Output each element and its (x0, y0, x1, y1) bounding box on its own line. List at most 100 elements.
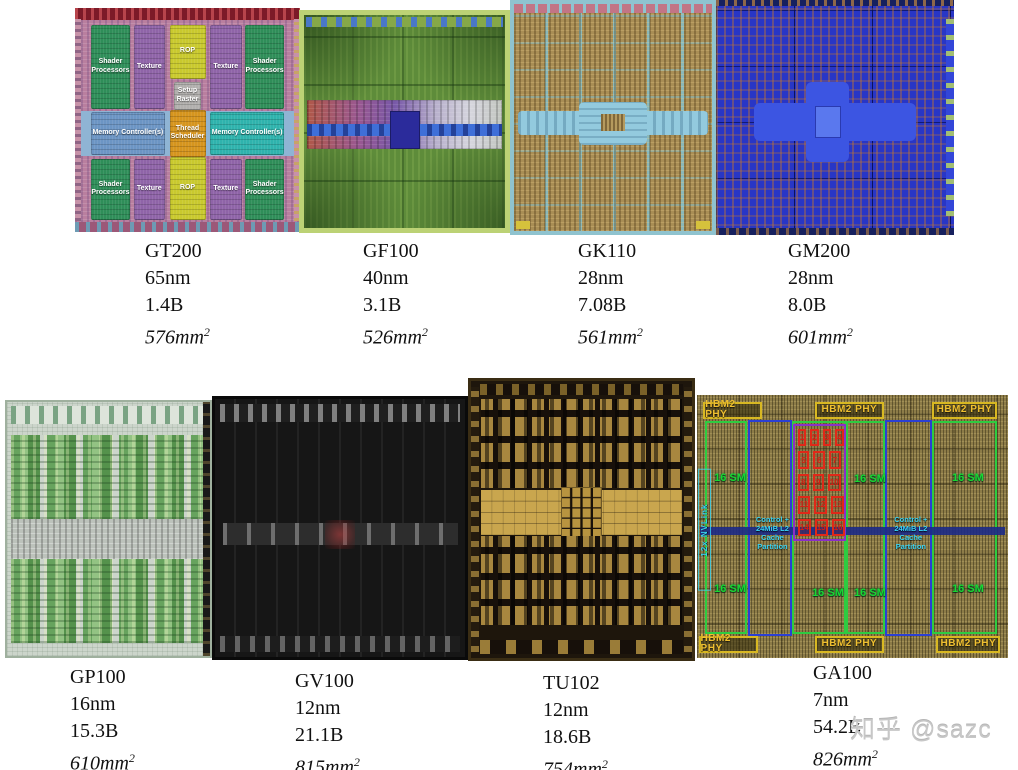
tu102-bottom-strip (479, 640, 684, 654)
die-tu102 (468, 378, 695, 661)
die-gt200: Shader Processors Texture ROP Setup Rast… (75, 8, 300, 232)
chip-label-gp100: GP100 16nm 15.3B 610mm2 (70, 664, 135, 770)
gp100-mid-band (11, 518, 206, 560)
tu102-sm-band-top (480, 399, 683, 488)
ga100-sm-number: 9 (812, 473, 824, 492)
chip-transistors: 1.4B (145, 294, 184, 316)
ga100-sm-number: 16 (831, 518, 845, 536)
gt200-shader-block: Shader Processors (90, 159, 131, 220)
ga100-sm-number: 10 (827, 473, 841, 492)
gm200-right-strip (946, 18, 954, 217)
gp100-right-strip (203, 402, 210, 656)
ga100-16sm-label: 16 SM (714, 471, 746, 484)
gv100-bottom-strip (220, 636, 460, 652)
ga100-hbm2-phy-label: HBM2 PHY (815, 635, 884, 653)
ga100-16sm-label: 16 SM (812, 587, 844, 600)
ga100-hbm2-phy-label: HBM2 PHY (815, 401, 884, 419)
gk110-corner-pad (696, 220, 711, 229)
tu102-sm-band-bottom (480, 536, 683, 625)
tu102-right-pads (684, 386, 692, 653)
gp100-sm-band-top (11, 435, 206, 519)
gk110-top-strip (514, 4, 712, 14)
gf100-top-strip (306, 17, 503, 27)
tu102-top-strip (479, 383, 684, 395)
chip-process: 28nm (788, 267, 834, 289)
chip-label-tu102: TU102 12nm 18.6B 754mm2 (543, 670, 608, 770)
chip-process: 28nm (578, 267, 624, 289)
ga100-sm-number: 1 (797, 428, 807, 447)
chip-name: GV100 (295, 670, 354, 692)
chip-label-gm200: GM200 28nm 8.0B 601mm2 (788, 238, 853, 352)
ga100-sm-number: 7 (829, 451, 841, 469)
gk110-corner-pad (515, 220, 530, 229)
ga100-16sm-label: 16 SM (952, 583, 984, 596)
chip-name: GP100 (70, 666, 126, 688)
gf100-center-core (391, 111, 419, 149)
ga100-sm-number: 14 (797, 518, 811, 536)
chip-process: 16nm (70, 693, 116, 715)
gt200-bottom-edge (75, 221, 300, 232)
ga100-16sm-label: 16 SM (854, 587, 886, 600)
chip-name: GA100 (813, 662, 872, 684)
chip-process: 12nm (543, 699, 589, 721)
chip-area: 576mm2 (145, 325, 210, 349)
chip-transistors: 3.1B (363, 294, 402, 316)
ga100-control-l2-label: Control + 24MiB L2 Cache Partition (894, 514, 928, 551)
ga100-sm-number: 3 (822, 428, 832, 447)
chip-name: TU102 (543, 672, 600, 694)
chip-area: 610mm2 (70, 751, 135, 770)
gp100-sm-band-bottom (11, 559, 206, 644)
die-gk110 (510, 0, 716, 235)
tu102-left-pads (471, 386, 479, 653)
ga100-sm-number: 12 (814, 496, 828, 514)
ga100-sm-number: 11 (797, 496, 811, 514)
die-ga100: HBM2 PHY HBM2 PHY HBM2 PHY HBM2 PHY HBM2… (697, 395, 1008, 658)
chip-transistors: 15.3B (70, 720, 119, 742)
ga100-sm-number: 15 (814, 518, 828, 536)
ga100-16sm-label: 16 SM (854, 472, 886, 485)
ga100-16sm-label: 16 SM (714, 583, 746, 596)
chip-process: 40nm (363, 267, 409, 289)
chip-label-gk110: GK110 28nm 7.08B 561mm2 (578, 238, 643, 352)
ga100-16sm-label: 16 SM (952, 471, 984, 484)
chip-transistors: 21.1B (295, 724, 344, 746)
chip-area: 815mm2 (295, 755, 360, 770)
ga100-sm-number: 6 (813, 451, 826, 469)
gt200-texture-block: Texture (133, 24, 165, 109)
gm200-center-core (815, 106, 840, 138)
gt200-shader-block: Shader Processors (90, 24, 131, 109)
chip-area: 526mm2 (363, 325, 428, 349)
chip-name: GM200 (788, 240, 851, 262)
gt200-right-edge (294, 19, 300, 221)
die-gp100 (5, 400, 212, 658)
chip-process: 65nm (145, 267, 191, 289)
chip-transistors: 7.08B (578, 294, 627, 316)
gt200-rop-block: ROP (169, 24, 206, 79)
chip-transistors: 8.0B (788, 294, 827, 316)
gt200-left-edge (75, 19, 81, 221)
gt200-texture-block: Texture (210, 24, 242, 109)
gp100-top-strip (11, 405, 206, 424)
chip-name: GT200 (145, 240, 202, 262)
ga100-l2-band (700, 527, 1005, 536)
ga100-hbm2-phy-label: HBM2 PHY (936, 635, 1001, 653)
chip-area: 561mm2 (578, 325, 643, 349)
ga100-sm-number: 13 (831, 496, 845, 514)
chip-process: 12nm (295, 697, 341, 719)
ga100-sm-grid: 1 2 3 4 5 6 7 8 9 10 11 12 13 14 15 16 (792, 423, 846, 541)
chip-transistors: 18.6B (543, 726, 592, 748)
gv100-top-strip (220, 404, 460, 423)
ga100-hbm2-phy-label: HBM2 PHY (698, 634, 758, 654)
tu102-center-core (561, 487, 602, 538)
ga100-nvlink-label: 12x NVLink (698, 468, 711, 591)
gt200-texture-block: Texture (133, 159, 165, 220)
gk110-center-core (601, 114, 625, 132)
gv100-center-tint (325, 520, 355, 549)
chip-process: 7nm (813, 689, 849, 711)
gm200-bottom-strip (716, 227, 954, 235)
ga100-sm-number: 8 (797, 473, 809, 492)
chip-area: 601mm2 (788, 325, 853, 349)
gt200-shader-block: Shader Processors (244, 159, 285, 220)
gt200-shader-block: Shader Processors (244, 24, 285, 109)
gt200-top-edge (75, 8, 300, 21)
